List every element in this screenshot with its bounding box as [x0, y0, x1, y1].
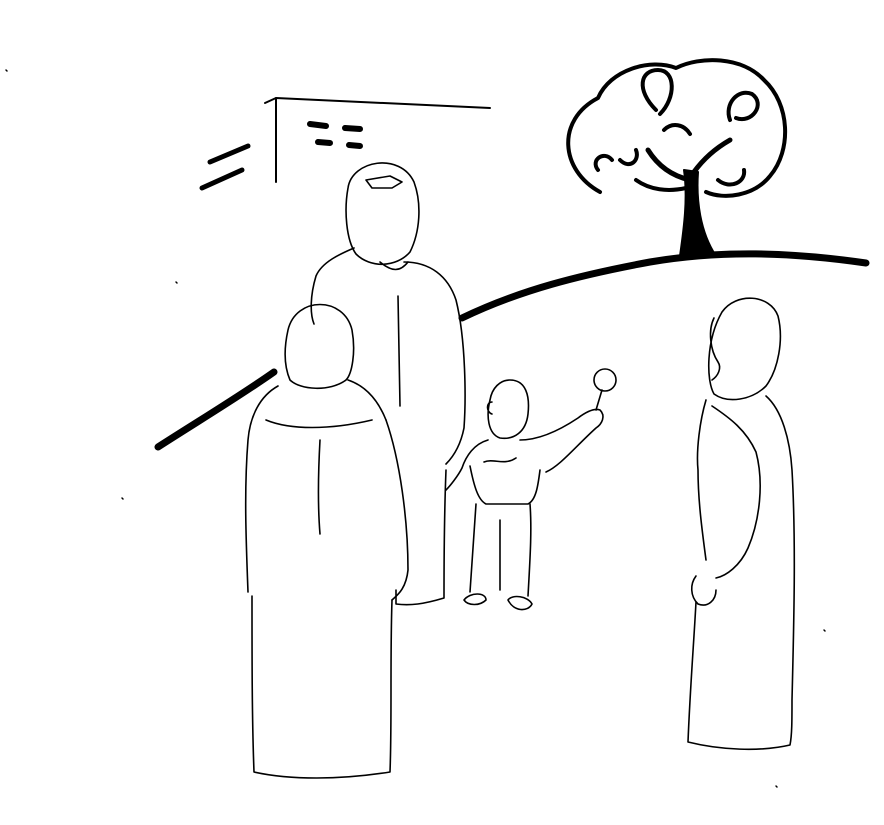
woman-center-standing [310, 162, 466, 606]
woman-back-view-left [244, 303, 409, 779]
woman-profile-right [687, 297, 796, 751]
building-corner [199, 97, 491, 191]
hill-line [154, 250, 870, 451]
paper-specks [5, 69, 826, 788]
child-holding-lollipop [445, 368, 617, 611]
tree [566, 58, 788, 257]
